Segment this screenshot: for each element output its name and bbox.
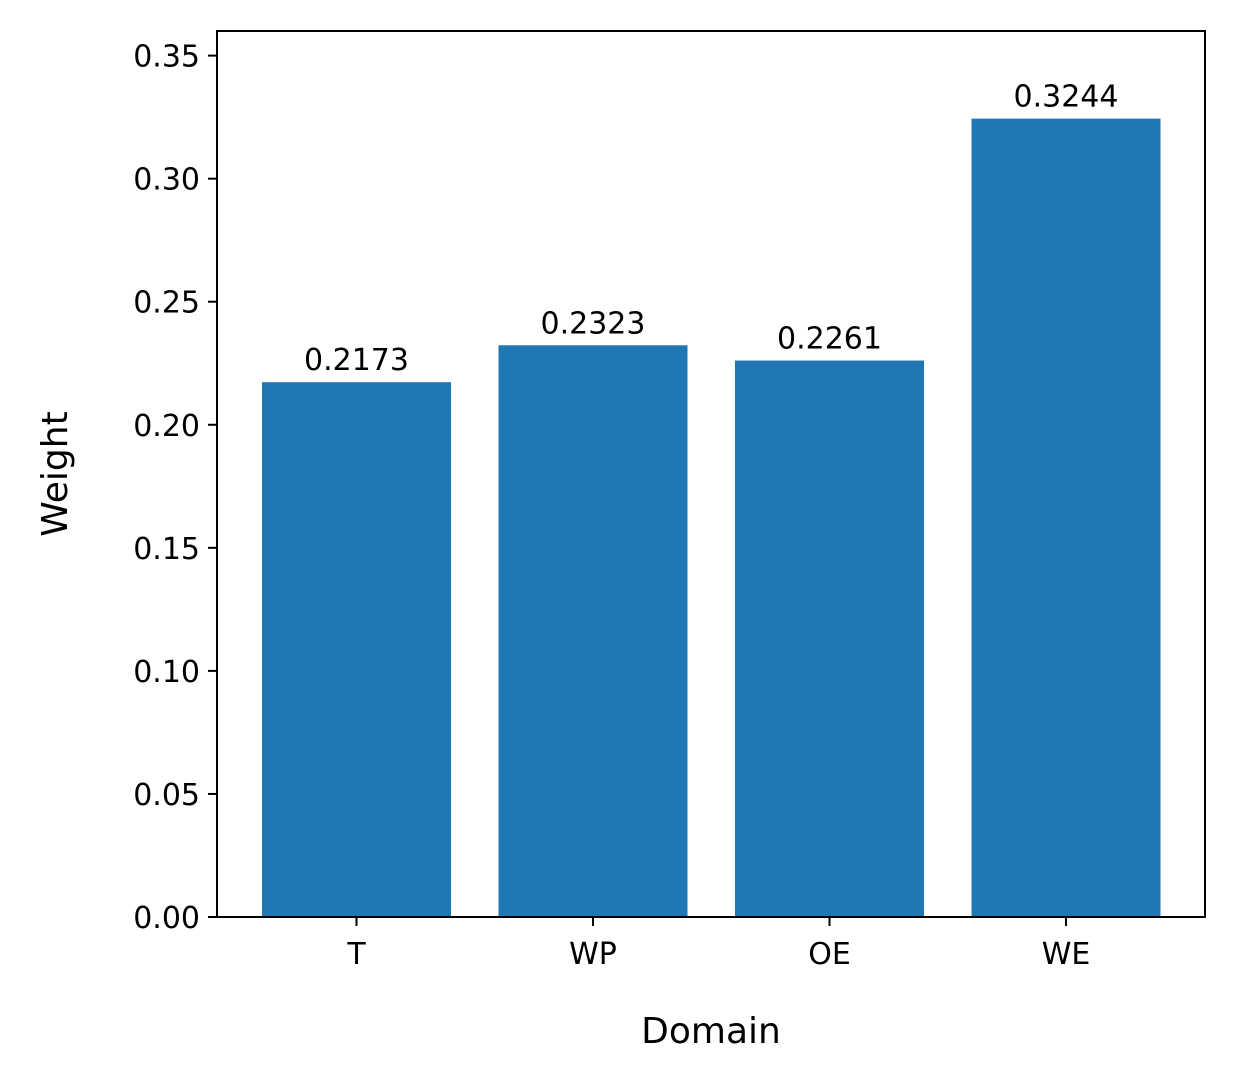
bar-we [971,118,1161,918]
bar-labels-group: 0.2173 0.2323 0.2261 0.3244 [304,80,1118,379]
x-tick-label: OE [808,937,851,972]
y-tick-label: 0.30 [133,163,200,198]
bars-group [262,118,1161,918]
bar-t [262,382,451,917]
y-tick-label: 0.00 [133,901,200,936]
x-tick-label: T [346,937,366,972]
x-axis-label: Domain [641,1011,781,1052]
x-axis-ticks: T WP OE WE [346,917,1090,972]
bar-value-label: 0.2323 [541,306,646,341]
bar-value-label: 0.3244 [1014,80,1119,115]
plot-frame [216,30,1206,918]
y-tick-label: 0.05 [133,778,200,813]
x-tick-label: WP [569,937,617,972]
y-tick-label: 0.25 [133,286,200,321]
bar-value-label: 0.2261 [777,322,882,357]
x-tick-label: WE [1042,937,1091,972]
y-tick-label: 0.15 [133,532,200,567]
y-tick-label: 0.10 [133,655,200,690]
bar-oe [735,360,924,917]
y-axis-label: Weight [35,411,76,536]
y-axis-ticks: 0.00 0.05 0.10 0.15 0.20 0.25 0.30 0.35 [133,40,217,936]
y-tick-label: 0.20 [133,409,200,444]
bar-value-label: 0.2173 [304,343,409,378]
bar-wp [498,345,688,917]
y-tick-label: 0.35 [133,40,200,75]
